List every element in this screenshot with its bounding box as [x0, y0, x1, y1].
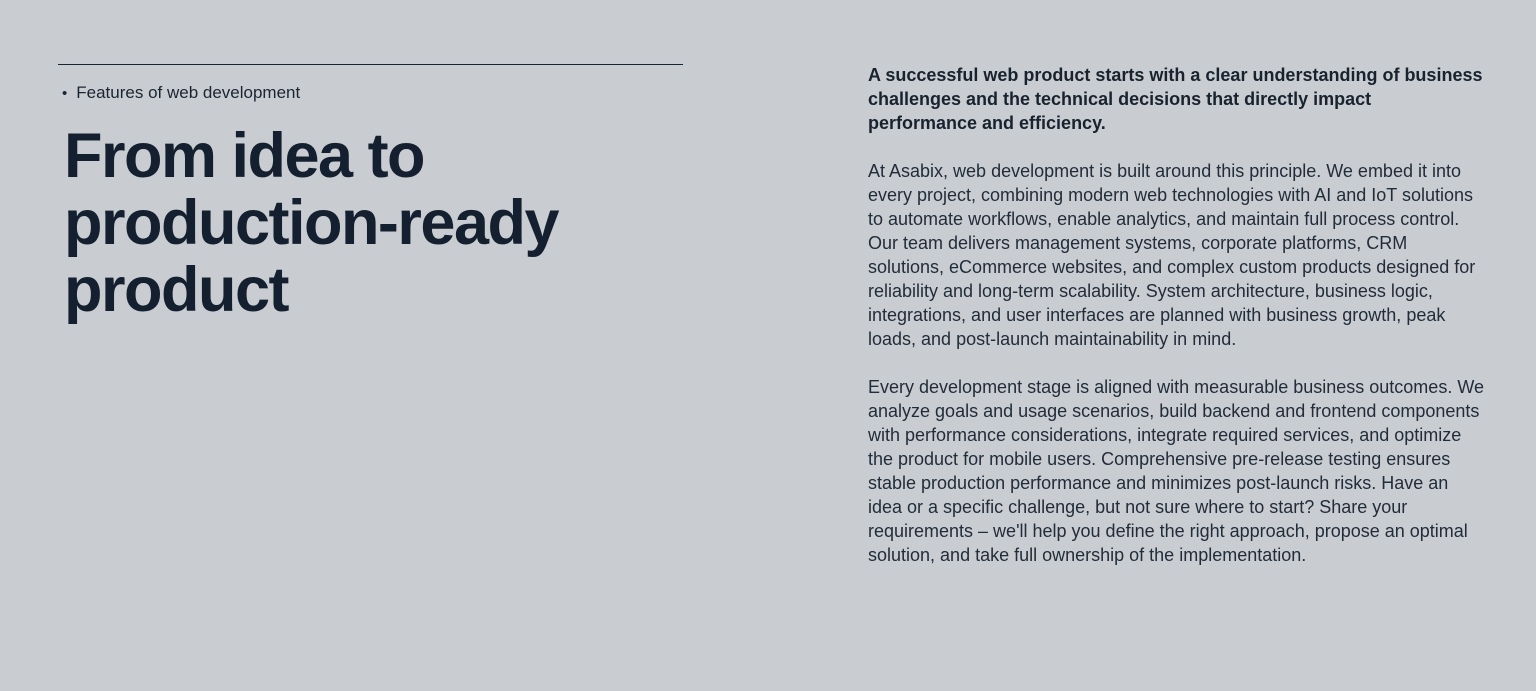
page-title: From idea to production-ready product: [64, 121, 560, 325]
body-paragraph: Every development stage is aligned with …: [868, 377, 1484, 565]
left-column: • Features of web development From idea …: [58, 64, 683, 591]
intro-paragraph: A successful web product starts with a c…: [868, 65, 1483, 133]
body-paragraph: At Asabix, web development is built arou…: [868, 161, 1476, 349]
features-section: • Features of web development From idea …: [58, 63, 1484, 591]
divider-line: [58, 64, 683, 65]
eyebrow-label: Features of web development: [76, 83, 301, 102]
eyebrow: • Features of web development: [62, 81, 683, 106]
right-column: A successful web product starts with a c…: [868, 63, 1484, 591]
bullet-icon: •: [62, 85, 68, 102]
